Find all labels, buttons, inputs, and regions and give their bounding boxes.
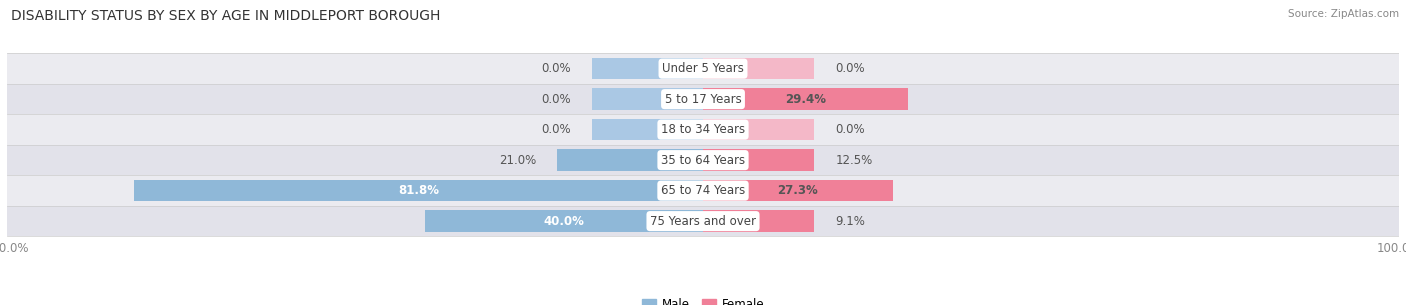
Bar (592, 58, 703, 79)
Text: 9.1%: 9.1% (835, 215, 865, 228)
Bar (703, 58, 814, 79)
Text: 0.0%: 0.0% (541, 62, 571, 75)
Text: 5 to 17 Years: 5 to 17 Years (665, 93, 741, 106)
Bar (592, 119, 703, 140)
Text: 0.0%: 0.0% (835, 62, 865, 75)
Bar (7, 145, 1399, 175)
Bar (7, 53, 1399, 84)
Text: 21.0%: 21.0% (499, 154, 536, 167)
Text: 81.8%: 81.8% (398, 184, 439, 197)
Text: DISABILITY STATUS BY SEX BY AGE IN MIDDLEPORT BOROUGH: DISABILITY STATUS BY SEX BY AGE IN MIDDL… (11, 9, 440, 23)
Bar (7, 175, 1399, 206)
Bar (557, 149, 703, 171)
Text: 12.5%: 12.5% (835, 154, 873, 167)
Text: 40.0%: 40.0% (543, 215, 585, 228)
Bar (703, 149, 814, 171)
Text: Under 5 Years: Under 5 Years (662, 62, 744, 75)
Bar (592, 88, 703, 110)
Text: 35 to 64 Years: 35 to 64 Years (661, 154, 745, 167)
Bar (7, 84, 1399, 114)
Text: 29.4%: 29.4% (785, 93, 825, 106)
Bar (703, 119, 814, 140)
Bar (703, 88, 908, 110)
Bar (7, 114, 1399, 145)
Legend: Male, Female: Male, Female (637, 293, 769, 305)
Text: 18 to 34 Years: 18 to 34 Years (661, 123, 745, 136)
Bar (134, 180, 703, 201)
Bar (703, 180, 893, 201)
Text: 27.3%: 27.3% (778, 184, 818, 197)
Text: Source: ZipAtlas.com: Source: ZipAtlas.com (1288, 9, 1399, 19)
Bar (425, 210, 703, 232)
Text: 0.0%: 0.0% (835, 123, 865, 136)
Text: 65 to 74 Years: 65 to 74 Years (661, 184, 745, 197)
Text: 0.0%: 0.0% (541, 123, 571, 136)
Bar (7, 206, 1399, 236)
Text: 75 Years and over: 75 Years and over (650, 215, 756, 228)
Text: 0.0%: 0.0% (541, 93, 571, 106)
Bar (703, 210, 814, 232)
